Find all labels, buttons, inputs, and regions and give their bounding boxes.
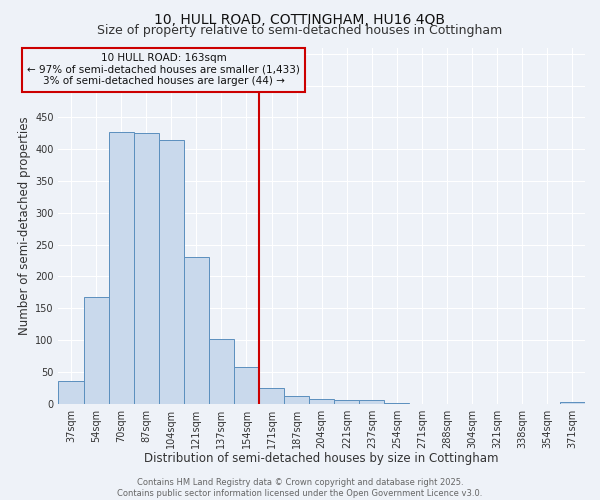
Text: Size of property relative to semi-detached houses in Cottingham: Size of property relative to semi-detach… xyxy=(97,24,503,37)
Bar xyxy=(184,258,209,404)
Bar xyxy=(309,398,334,404)
Bar xyxy=(359,400,385,404)
Text: 10 HULL ROAD: 163sqm
← 97% of semi-detached houses are smaller (1,433)
3% of sem: 10 HULL ROAD: 163sqm ← 97% of semi-detac… xyxy=(28,53,300,86)
Bar xyxy=(234,366,259,404)
Y-axis label: Number of semi-detached properties: Number of semi-detached properties xyxy=(18,116,31,335)
Bar xyxy=(560,402,585,404)
Text: 10, HULL ROAD, COTTINGHAM, HU16 4QB: 10, HULL ROAD, COTTINGHAM, HU16 4QB xyxy=(155,12,445,26)
Bar xyxy=(209,340,234,404)
Bar xyxy=(259,388,284,404)
Bar xyxy=(83,297,109,404)
Bar xyxy=(58,382,83,404)
Bar xyxy=(159,140,184,404)
Bar xyxy=(109,132,134,404)
X-axis label: Distribution of semi-detached houses by size in Cottingham: Distribution of semi-detached houses by … xyxy=(145,452,499,465)
Bar xyxy=(334,400,359,404)
Text: Contains HM Land Registry data © Crown copyright and database right 2025.
Contai: Contains HM Land Registry data © Crown c… xyxy=(118,478,482,498)
Bar xyxy=(385,403,409,404)
Bar xyxy=(134,134,159,404)
Bar xyxy=(284,396,309,404)
